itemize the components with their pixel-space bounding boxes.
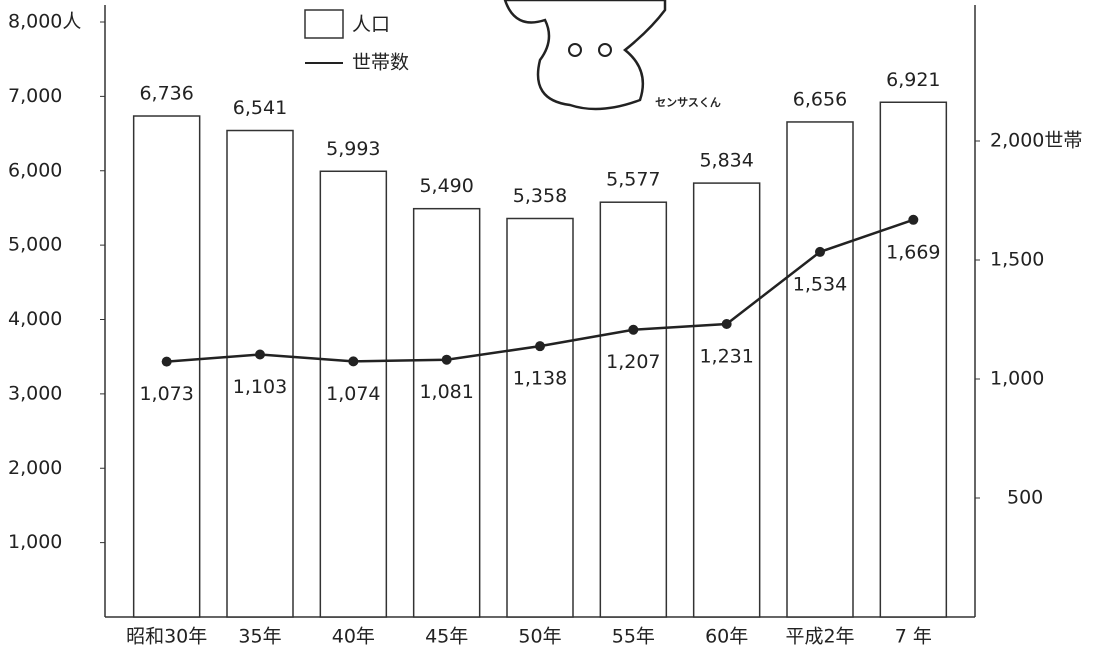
- line-value-label: 1,081: [419, 381, 473, 403]
- bar-value-label: 6,921: [886, 69, 940, 91]
- line-value-label: 1,207: [606, 351, 660, 373]
- line-point: [348, 356, 359, 367]
- x-tick-label: 40年: [332, 626, 375, 648]
- bar: [879, 101, 948, 618]
- line-point: [908, 214, 919, 225]
- x-tick-label: 55年: [612, 626, 655, 648]
- mascot: センサスくん: [503, 0, 721, 111]
- y-tick-label: 5,000: [8, 234, 62, 256]
- y-tick-label: 7,000: [8, 85, 62, 107]
- line-value-label: 1,103: [233, 376, 287, 398]
- line-value-label: 1,669: [886, 241, 940, 263]
- y-tick-label: 8,000人: [8, 11, 81, 33]
- bar: [412, 207, 481, 618]
- bar-value-label: 5,834: [699, 150, 753, 172]
- x-tick-label: 昭和30年: [126, 626, 207, 648]
- bar: [599, 201, 668, 618]
- x-tick-label: 45年: [425, 626, 468, 648]
- legend-swatch-bar: [304, 9, 344, 39]
- y2-tick-label: 1,000: [990, 368, 1044, 390]
- y2-tick-label: 500: [1007, 487, 1043, 509]
- bar: [226, 129, 294, 618]
- y-tick-label: 6,000: [8, 159, 62, 181]
- line-value-label: 1,073: [139, 383, 193, 405]
- bar-value-label: 5,577: [606, 169, 660, 191]
- legend-label: 世帯数: [352, 52, 409, 74]
- x-tick-label: 7 年: [895, 626, 932, 648]
- x-tick-label: 60年: [705, 626, 748, 648]
- line-value-label: 1,534: [793, 273, 847, 295]
- bar: [319, 170, 388, 618]
- bar-value-label: 5,993: [326, 138, 380, 160]
- y-tick-label: 1,000: [8, 531, 62, 553]
- legend-label: 人口: [352, 14, 390, 36]
- line-point: [721, 319, 732, 330]
- bar: [786, 121, 854, 618]
- x-tick-label: 50年: [518, 626, 561, 648]
- y2-tick-label: 1,500: [990, 249, 1044, 271]
- bar-value-label: 6,656: [793, 88, 847, 110]
- line-value-label: 1,231: [699, 346, 753, 368]
- line-value-label: 1,138: [513, 368, 567, 390]
- bar: [506, 217, 574, 618]
- bar-value-label: 6,736: [139, 83, 193, 105]
- y-tick-label: 4,000: [8, 308, 62, 330]
- mascot-label: センサスくん: [655, 96, 721, 109]
- line-point: [161, 356, 172, 367]
- line-point: [628, 324, 639, 335]
- line-point: [815, 246, 825, 257]
- y2-tick-label: 2,000世帯: [990, 130, 1082, 152]
- x-tick-label: 35年: [238, 626, 281, 648]
- line-point: [441, 354, 452, 365]
- bar-value-label: 5,490: [419, 175, 473, 197]
- x-tick-label: 平成2年: [785, 626, 854, 648]
- line-point: [535, 341, 545, 352]
- y-tick-label: 3,000: [8, 382, 62, 404]
- line-point: [255, 349, 265, 360]
- bar: [692, 182, 761, 618]
- bar-value-label: 6,541: [233, 97, 287, 119]
- line-value-label: 1,074: [326, 383, 380, 405]
- y-tick-label: 2,000: [8, 457, 62, 479]
- bar-value-label: 5,358: [513, 185, 567, 207]
